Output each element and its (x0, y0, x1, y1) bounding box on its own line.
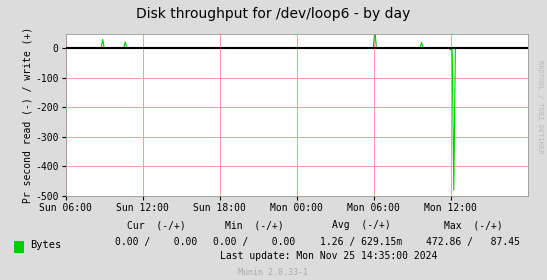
Text: Cur  (-/+): Cur (-/+) (126, 220, 185, 230)
Text: Bytes: Bytes (30, 240, 61, 250)
Text: 1.26 / 629.15m: 1.26 / 629.15m (320, 237, 402, 247)
Text: 0.00 /    0.00: 0.00 / 0.00 (115, 237, 197, 247)
Text: 472.86 /   87.45: 472.86 / 87.45 (426, 237, 520, 247)
Text: Avg  (-/+): Avg (-/+) (331, 220, 391, 230)
Text: Munin 2.0.33-1: Munin 2.0.33-1 (238, 268, 309, 277)
Text: RRDTOOL / TOBI OETIKER: RRDTOOL / TOBI OETIKER (537, 60, 543, 153)
Text: Last update: Mon Nov 25 14:35:00 2024: Last update: Mon Nov 25 14:35:00 2024 (219, 251, 437, 261)
Text: Disk throughput for /dev/loop6 - by day: Disk throughput for /dev/loop6 - by day (136, 7, 411, 21)
Text: Min  (-/+): Min (-/+) (225, 220, 284, 230)
Text: 0.00 /    0.00: 0.00 / 0.00 (213, 237, 295, 247)
Y-axis label: Pr second read (-) / write (+): Pr second read (-) / write (+) (22, 27, 32, 203)
Text: Max  (-/+): Max (-/+) (444, 220, 503, 230)
